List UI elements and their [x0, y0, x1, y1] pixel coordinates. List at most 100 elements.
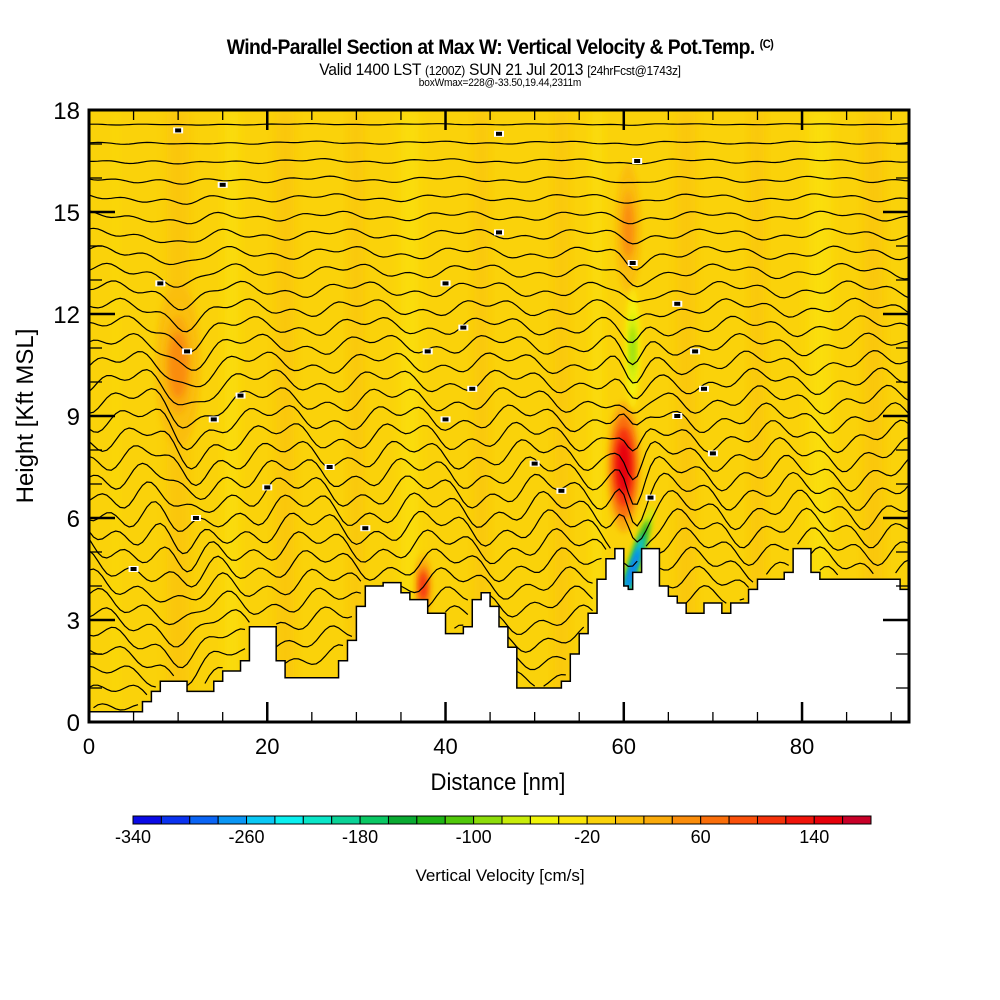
field-band: [400, 110, 419, 722]
valid-utc: (1200Z): [425, 63, 465, 78]
contour-label-mark: [692, 349, 699, 354]
chart-title-main: Wind-Parallel Section at Max W: Vertical…: [226, 36, 756, 59]
contour-label-mark: [237, 393, 244, 398]
contour-label-mark: [442, 281, 449, 286]
isentrope-line: [89, 193, 909, 205]
chart-subtitle: Valid 1400 LST (1200Z) SUN 21 Jul 2013 […: [40, 60, 960, 80]
isentrope-line: [89, 546, 909, 588]
isentrope-line: [89, 297, 909, 333]
colorbar-bin: [274, 815, 304, 825]
contour-label-mark: [469, 386, 476, 391]
field-band: [113, 110, 119, 722]
contour-label-mark: [264, 485, 271, 490]
isentrope-contours: [89, 123, 909, 711]
isentrope-line: [89, 245, 909, 271]
contour-label-mark: [362, 526, 369, 531]
colorbar-bin: [756, 815, 787, 825]
forecast-info: [24hrFcst@1743z]: [587, 63, 681, 78]
field-band: [474, 110, 488, 722]
colorbar-tick-label: -100: [456, 827, 492, 847]
isentrope-line: [89, 507, 909, 568]
colorbar-bin: [529, 815, 560, 825]
contour-label-mark: [496, 230, 502, 235]
isentrope-line: [89, 489, 909, 543]
colorbar-bin: [189, 815, 219, 825]
contour-label-mark: [326, 465, 333, 469]
isentrope-line: [89, 280, 909, 311]
contour-label-mark: [634, 159, 641, 163]
contour-label-mark: [192, 516, 199, 520]
isentrope-line: [93, 703, 139, 711]
colorbar-bin: [246, 815, 276, 825]
x-tick-label: 20: [255, 734, 279, 759]
contour-label-mark: [219, 182, 226, 187]
contour-label-mark: [496, 131, 502, 136]
contour-label-mark: [709, 451, 716, 456]
x-tick-label: 40: [433, 734, 457, 759]
colorbar-bin: [302, 815, 333, 825]
isentrope-line: [89, 419, 909, 470]
field-band: [276, 110, 294, 722]
colorbar-bin: [728, 815, 758, 825]
colorbar-tick-labels: -340 -260 -180 -100 -20 60 140: [115, 827, 829, 847]
contour-label-mark: [424, 349, 431, 354]
contour-label-mark: [175, 128, 182, 133]
x-tick-label: 80: [790, 734, 814, 759]
y-tick-label: 18: [53, 98, 80, 125]
colorbar-tick-label: 60: [691, 827, 711, 847]
colorbar-bin: [813, 815, 844, 825]
isentrope-line: [89, 665, 566, 688]
x-axis-title: Distance [nm]: [431, 768, 566, 795]
isentrope-line: [89, 624, 585, 669]
colorbar-bin: [217, 815, 248, 825]
contour-label-mark: [531, 461, 538, 466]
isentrope-line: [89, 644, 567, 687]
downdraft-core: [630, 327, 636, 369]
isentrope-line: [89, 402, 909, 451]
colorbar-bin: [671, 815, 702, 825]
box-info: boxWmax=228@-33.50,19.44,2311m: [418, 77, 582, 89]
isentrope-line: [89, 315, 909, 353]
isentrope-line: [89, 349, 909, 388]
contour-label-mark: [130, 567, 137, 571]
colorbar-bin: [444, 815, 475, 825]
y-tick-label: 6: [67, 506, 80, 533]
isentrope-line: [89, 367, 909, 406]
isentrope-line: [89, 262, 909, 288]
updraft-core: [617, 440, 631, 494]
y-axis-title: Height [Kft MSL]: [12, 329, 39, 504]
downdraft-core: [625, 547, 640, 591]
x-tick-label: 0: [83, 734, 95, 759]
valid-date: SUN 21 Jul 2013: [469, 60, 584, 79]
contour-label-mark: [210, 417, 217, 422]
isentrope-line: [89, 175, 909, 185]
isentrope-line: [89, 527, 909, 573]
colorbar-bin: [558, 815, 588, 825]
field-band: [750, 110, 765, 722]
field-band: [349, 110, 364, 722]
terrain-mask: [89, 547, 909, 722]
isentrope-line: [89, 584, 745, 626]
contour-label-mark: [674, 414, 681, 418]
colorbar-bin: [331, 815, 361, 825]
chart-title: Wind-Parallel Section at Max W: Vertical…: [40, 36, 960, 60]
colorbar-bin: [615, 815, 645, 825]
y-tick-label: 15: [53, 200, 80, 227]
copyright-mark: (C): [759, 37, 774, 51]
contour-label-mark: [184, 349, 191, 354]
y-tick-label: 12: [53, 302, 80, 329]
colorbar-tick-label: -260: [229, 827, 265, 847]
colorbar-tick-label: 140: [799, 827, 829, 847]
field-band: [554, 110, 569, 722]
colorbar-tick-label: -20: [574, 827, 600, 847]
isentrope-line: [89, 210, 909, 225]
field-band: [591, 110, 603, 722]
colorbar-bin: [586, 815, 617, 825]
contour-label-mark: [701, 386, 707, 391]
isentrope-line: [89, 227, 909, 245]
isentrope-line: [89, 157, 909, 165]
colorbar-bin: [160, 815, 191, 825]
isentrope-line: [89, 140, 909, 146]
x-axis-tick-labels: 0 20 40 60 80: [83, 734, 814, 759]
